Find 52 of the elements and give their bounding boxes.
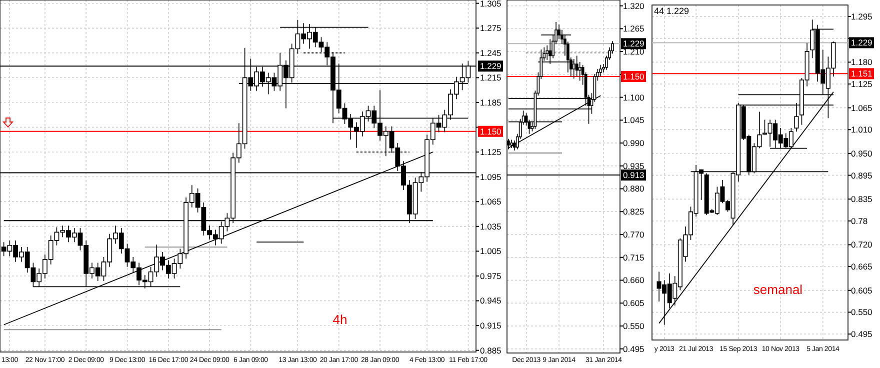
y-tick-label: 1.035 — [480, 221, 502, 232]
y-tick-label: 0.665 — [851, 262, 873, 272]
y-tick-label: 1.180 — [851, 57, 873, 68]
ref-line-label: 1.150 — [623, 71, 645, 82]
y-tick-label: 0.895 — [851, 170, 873, 180]
annotation: 44 1.229 — [654, 6, 690, 16]
y-tick-label: 1.265 — [623, 24, 645, 34]
y-tick-label: 1.005 — [480, 246, 502, 256]
ref-line-label: 1.229 — [851, 38, 873, 48]
ref-line-label: 1.229 — [480, 61, 502, 72]
y-tick-label: 1.125 — [851, 78, 873, 89]
y-tick-label: 1.185 — [480, 97, 502, 108]
y-tick-label: 0.880 — [623, 184, 645, 194]
y-tick-label: 0.950 — [851, 148, 873, 158]
y-tick-label: 0.605 — [851, 285, 873, 296]
y-tick-label: 0.495 — [623, 344, 645, 354]
y-tick-label: 0.835 — [851, 194, 873, 204]
y-tick-label: 1.010 — [851, 124, 873, 135]
y-tick-label: 1.045 — [623, 115, 645, 126]
y-tick-label: 0.975 — [480, 270, 502, 281]
ref-line-label: 1.151 — [851, 68, 873, 79]
y-tick-label: 1.295 — [851, 11, 873, 22]
ref-line-label: 1.150 — [480, 126, 502, 136]
y-tick-label: 0.770 — [623, 229, 645, 240]
y-tick-label: 0.660 — [623, 275, 645, 286]
y-tick-label: 0.885 — [480, 345, 502, 356]
y-tick-label: 0.935 — [623, 160, 645, 171]
y-tick-label: 0.550 — [851, 307, 873, 318]
ref-line-label: 1.229 — [623, 38, 645, 49]
y-tick-label: 1.305 — [480, 0, 502, 8]
y-tick-label: 0.605 — [623, 298, 645, 308]
y-tick-label: 0.915 — [480, 320, 502, 331]
y-tick-label: 1.275 — [480, 23, 502, 34]
y-tick-label: 1.100 — [623, 92, 645, 102]
y-tick-label: 0.945 — [480, 296, 502, 306]
ref-line-label: 0.913 — [623, 170, 645, 180]
y-tick-label: 1.245 — [480, 48, 502, 58]
y-tick-label: 0.495 — [851, 329, 873, 340]
y-tick-label: 1.065 — [480, 196, 502, 207]
y-tick-label: 0.78 — [851, 216, 868, 226]
y-tick-label: 0.990 — [623, 138, 645, 148]
annotation: semanal — [753, 282, 803, 297]
y-tick-label: 1.215 — [480, 72, 502, 83]
y-tick-label: 0.720 — [851, 240, 873, 250]
y-tick-label: 1.065 — [851, 102, 873, 113]
y-tick-label: 0.715 — [623, 252, 645, 262]
y-tick-label: 0.825 — [623, 206, 645, 217]
annotation: 4h — [332, 312, 348, 327]
y-tick-label: 1.320 — [623, 0, 645, 11]
y-tick-label: 1.125 — [480, 147, 502, 158]
y-tick-label: 0.550 — [623, 320, 645, 331]
y-tick-label: 1.095 — [480, 172, 502, 182]
